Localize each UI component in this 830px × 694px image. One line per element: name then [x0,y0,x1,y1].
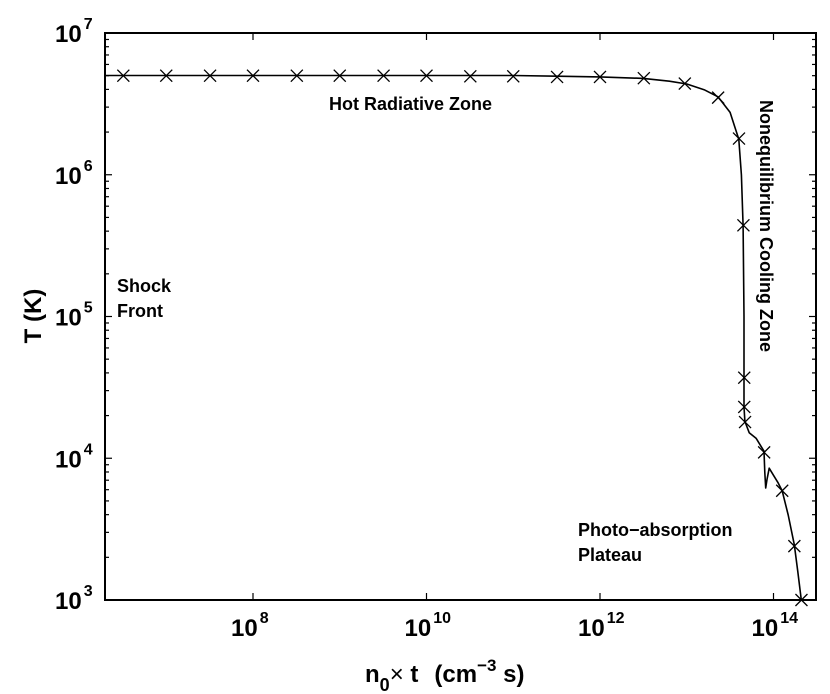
y-tick-label: 10 6 [55,158,93,190]
x-marker-icon [550,70,564,84]
x-marker-icon [333,69,347,83]
x-marker-icon [463,69,477,83]
x-axis-label-unit: (cm [434,661,477,688]
x-marker-icon [637,71,651,85]
data-markers [116,69,808,607]
x-marker-icon [737,400,751,414]
x-marker-icon [506,69,520,83]
y-tick-label: 10 4 [55,441,93,473]
x-marker-icon [593,70,607,84]
x-axis-label-n: n [365,661,380,688]
x-marker-icon [377,69,391,83]
axis-ticks [105,33,816,601]
x-marker-icon [290,69,304,83]
x-marker-icon [732,132,746,146]
x-marker-icon [775,484,789,498]
annotation-shock-front: Shock Front [117,276,172,321]
annotations: Hot Radiative Zone Shock Front Nonequilibri… [117,94,776,565]
x-marker-icon [678,77,692,91]
x-axis-label-t: t [404,661,419,688]
annotation-nonequilibrium-cooling-zone: Nonequilibrium Cooling Zone [756,100,776,352]
x-axis-label-subscript: 0 [380,675,390,694]
x-axis-label: n0× t (cm−3 s) [365,656,524,694]
x-tick-label: 10 12 [578,610,625,642]
x-axis-label-times: × [390,661,404,688]
x-axis-label-exponent: −3 [477,656,496,675]
temperature-curve-line [105,74,803,601]
x-tick-labels: 10 8 10 10 10 12 10 14 [231,610,798,642]
annotation-hot-radiative-zone: Hot Radiative Zone [329,94,492,114]
plot-frame [104,32,817,601]
x-marker-icon [736,218,750,232]
x-marker-icon [159,69,173,83]
y-tick-label: 10 7 [55,16,93,48]
x-marker-icon [737,371,751,385]
y-axis-label: T (K) [20,289,47,344]
x-marker-icon [757,445,771,459]
y-tick-label: 10 3 [55,583,93,615]
temperature-curve [105,74,803,601]
annotation-photo-absorption-plateau: Photo−absorption Plateau [578,520,733,565]
x-marker-icon [420,69,433,83]
x-tick-label: 10 14 [752,610,799,642]
x-marker-icon [203,69,217,83]
x-tick-label: 10 10 [405,610,452,642]
x-marker-icon [711,91,725,105]
x-marker-icon [116,69,130,83]
x-marker-icon [246,69,260,83]
y-tick-label: 10 5 [55,300,93,332]
x-marker-icon [787,539,801,553]
x-marker-icon [738,415,752,429]
x-tick-label: 10 8 [231,610,269,642]
x-axis-label-unit-close: s) [496,661,524,688]
